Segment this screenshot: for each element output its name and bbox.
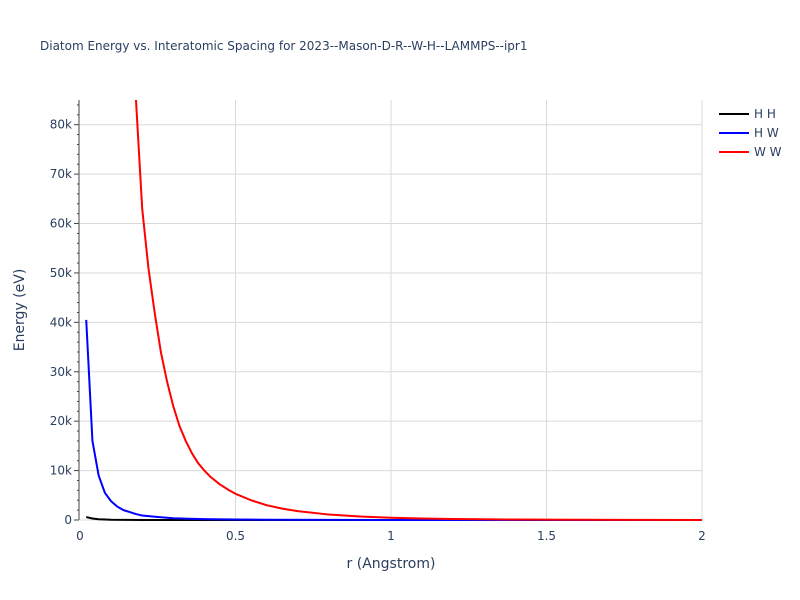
y-tick-label: 60k bbox=[50, 217, 72, 231]
y-tick-label: 0 bbox=[64, 513, 72, 527]
x-tick-label: 0.5 bbox=[226, 529, 245, 543]
y-axis-title: Energy (eV) bbox=[12, 269, 28, 352]
series-line-h-h bbox=[85, 516, 702, 521]
legend-label: H W bbox=[754, 126, 779, 140]
chart-title: Diatom Energy vs. Interatomic Spacing fo… bbox=[40, 39, 528, 53]
series-line-w-w bbox=[134, 99, 703, 521]
y-tick-label: 80k bbox=[50, 118, 72, 132]
y-tick-label: 20k bbox=[50, 414, 72, 428]
legend[interactable]: H H H W W W bbox=[719, 107, 782, 159]
legend-item-w-w[interactable]: W W bbox=[719, 145, 782, 159]
legend-label: H H bbox=[754, 107, 776, 121]
series-lines bbox=[85, 99, 703, 521]
x-tick-label: 1 bbox=[387, 529, 395, 543]
x-tick-label: 1.5 bbox=[537, 529, 556, 543]
y-tick-label: 30k bbox=[50, 365, 72, 379]
series-line-h-w bbox=[85, 319, 703, 521]
legend-item-h-w[interactable]: H W bbox=[719, 126, 779, 140]
grid bbox=[80, 100, 703, 521]
legend-label: W W bbox=[754, 145, 782, 159]
y-tick-label: 50k bbox=[50, 266, 72, 280]
y-tick-label: 70k bbox=[50, 167, 72, 181]
y-tick-label: 10k bbox=[50, 464, 72, 478]
x-axis-ticks: 0 0.5 1 1.5 2 bbox=[76, 529, 706, 543]
y-axis-minor-ticks bbox=[77, 104, 79, 511]
x-axis-title: r (Angstrom) bbox=[347, 556, 436, 572]
y-tick-label: 40k bbox=[50, 315, 72, 329]
x-tick-label: 2 bbox=[698, 529, 706, 543]
x-tick-label: 0 bbox=[76, 529, 84, 543]
legend-item-h-h[interactable]: H H bbox=[719, 107, 776, 121]
y-axis-ticks: 0 10k 20k 30k 40k 50k 60k 70k 80k bbox=[50, 118, 79, 527]
